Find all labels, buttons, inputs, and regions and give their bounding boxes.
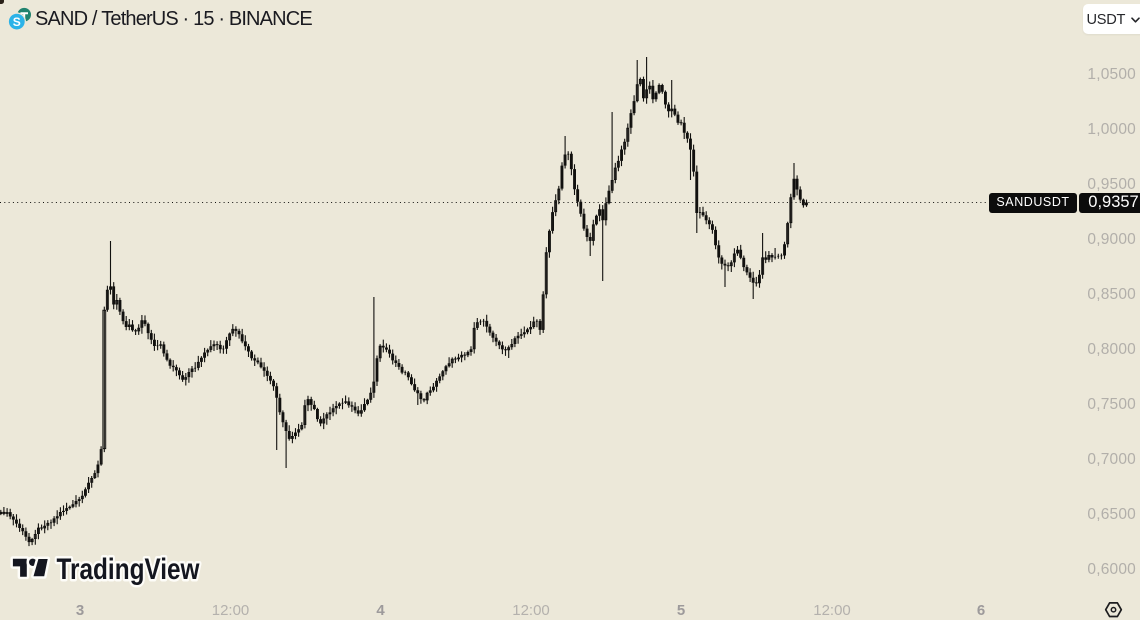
svg-text:S: S: [13, 15, 21, 29]
svg-text:TradingView: TradingView: [57, 553, 201, 586]
